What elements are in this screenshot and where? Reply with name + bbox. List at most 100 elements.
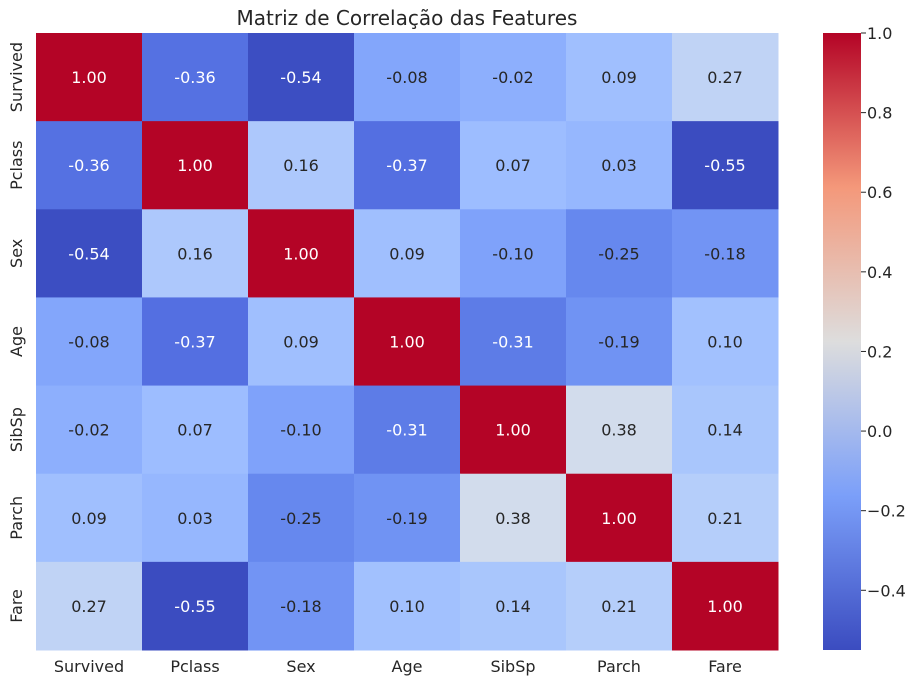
- heatmap-cell-value: 0.16: [283, 156, 319, 175]
- heatmap-cell-value: 0.07: [495, 156, 531, 175]
- heatmap-cell-value: 0.09: [283, 333, 319, 352]
- x-axis-tick-label: Fare: [708, 657, 742, 676]
- chart-title: Matriz de Correlação das Features: [237, 6, 578, 30]
- heatmap-cell: [566, 385, 673, 475]
- heatmap-cell: [672, 385, 779, 475]
- heatmap-cell: [248, 33, 355, 122]
- heatmap-cell: [672, 561, 779, 651]
- y-axis-tick-label: Fare: [7, 589, 26, 623]
- heatmap-cell-value: -0.36: [174, 68, 215, 87]
- heatmap-cell: [142, 297, 249, 387]
- heatmap-cell: [354, 121, 461, 210]
- heatmap-cell: [142, 121, 249, 210]
- heatmap-cell: [36, 121, 143, 210]
- heatmap-cell-value: -0.31: [492, 333, 533, 352]
- heatmap-cell-value: 0.03: [177, 509, 213, 528]
- x-axis-tick-label: Pclass: [170, 657, 219, 676]
- heatmap-cell-value: 1.00: [707, 597, 743, 616]
- heatmap-cell: [36, 561, 143, 651]
- heatmap-cell: [672, 209, 779, 298]
- heatmap-cell: [354, 473, 461, 563]
- heatmap-cell: [566, 209, 673, 298]
- x-axis-tick-label: Sex: [286, 657, 315, 676]
- x-axis-tick-label: Parch: [597, 657, 641, 676]
- heatmap-cells: [36, 33, 779, 651]
- heatmap-cell: [354, 561, 461, 651]
- heatmap-cell-value: 0.27: [71, 597, 107, 616]
- y-axis-tick-label: Age: [7, 326, 26, 357]
- heatmap-cell: [142, 473, 249, 563]
- heatmap-cell-value: 0.21: [707, 509, 743, 528]
- heatmap-cell: [142, 33, 249, 122]
- heatmap-cell-value: -0.19: [386, 509, 427, 528]
- heatmap-cell-value: 0.09: [389, 244, 425, 263]
- heatmap-cell-value: 0.14: [495, 597, 531, 616]
- heatmap-cell-value: 0.21: [601, 597, 637, 616]
- heatmap-cell-value: -0.36: [68, 156, 109, 175]
- heatmap-cell-value: -0.31: [386, 421, 427, 440]
- heatmap-annotations: 1.00 -0.36 -0.54 -0.08 -0.02 0.09 0.27 -0.36 1.0…: [68, 68, 745, 616]
- heatmap-cell: [566, 297, 673, 387]
- heatmap-cell-value: -0.10: [492, 244, 533, 263]
- heatmap-cell-value: -0.54: [280, 68, 321, 87]
- heatmap-cell: [142, 385, 249, 475]
- heatmap-cell: [672, 33, 779, 122]
- heatmap-cell: [248, 209, 355, 298]
- heatmap-cell-value: 1.00: [177, 156, 213, 175]
- heatmap-cell-value: 1.00: [495, 421, 531, 440]
- heatmap-cell-value: 1.00: [71, 68, 107, 87]
- heatmap-cell: [460, 561, 567, 651]
- y-axis-tick-label: Sex: [7, 239, 26, 268]
- heatmap-cell-value: 0.27: [707, 68, 743, 87]
- heatmap-cell: [672, 297, 779, 387]
- heatmap-cell-value: 1.00: [283, 244, 319, 263]
- heatmap-cell-value: -0.55: [174, 597, 215, 616]
- heatmap-cell: [354, 33, 461, 122]
- heatmap-cell: [354, 297, 461, 387]
- heatmap-cell: [248, 385, 355, 475]
- heatmap-cell: [354, 385, 461, 475]
- heatmap-cell-value: -0.54: [68, 244, 109, 263]
- heatmap-cell-value: -0.08: [68, 333, 109, 352]
- heatmap-cell: [460, 297, 567, 387]
- heatmap-cell-value: -0.08: [386, 68, 427, 87]
- heatmap-cell-value: 0.07: [177, 421, 213, 440]
- x-axis-tick-label: SibSp: [490, 657, 535, 676]
- heatmap-cell: [672, 121, 779, 210]
- colorbar-tick-label: 1.0: [867, 24, 892, 43]
- heatmap-cell: [566, 33, 673, 122]
- heatmap-cell-value: -0.37: [386, 156, 427, 175]
- x-axis-tick-label: Age: [392, 657, 423, 676]
- colorbar-tick-label: −0.4: [867, 581, 906, 600]
- colorbar-tick-label: 0.8: [867, 104, 892, 123]
- heatmap-cell-value: 1.00: [389, 333, 425, 352]
- heatmap-cell: [248, 473, 355, 563]
- heatmap-cell: [142, 561, 249, 651]
- colorbar-tick-label: 0.6: [867, 183, 892, 202]
- y-axis-tick-label: Pclass: [7, 141, 26, 190]
- y-axis-tick-label: Survived: [7, 42, 26, 112]
- heatmap-cell-value: 0.10: [389, 597, 425, 616]
- heatmap-cell-value: 0.09: [601, 68, 637, 87]
- heatmap-cell-value: -0.37: [174, 333, 215, 352]
- colorbar: [823, 33, 861, 650]
- heatmap-cell: [36, 473, 143, 563]
- heatmap-cell-value: -0.02: [492, 68, 533, 87]
- heatmap-cell: [460, 473, 567, 563]
- heatmap-cell: [142, 209, 249, 298]
- heatmap-cell: [36, 33, 143, 122]
- heatmap-cell: [460, 385, 567, 475]
- heatmap-cell-value: 0.09: [71, 509, 107, 528]
- heatmap-cell-value: 0.38: [601, 421, 637, 440]
- heatmap-cell-value: -0.25: [598, 244, 639, 263]
- heatmap-cell-value: -0.25: [280, 509, 321, 528]
- heatmap-cell-value: 0.38: [495, 509, 531, 528]
- heatmap-cell-value: 0.10: [707, 333, 743, 352]
- heatmap-cell: [460, 121, 567, 210]
- heatmap-cell-value: -0.18: [280, 597, 321, 616]
- heatmap-cell: [566, 473, 673, 563]
- heatmap-cell-value: -0.55: [704, 156, 745, 175]
- heatmap-cell: [566, 121, 673, 210]
